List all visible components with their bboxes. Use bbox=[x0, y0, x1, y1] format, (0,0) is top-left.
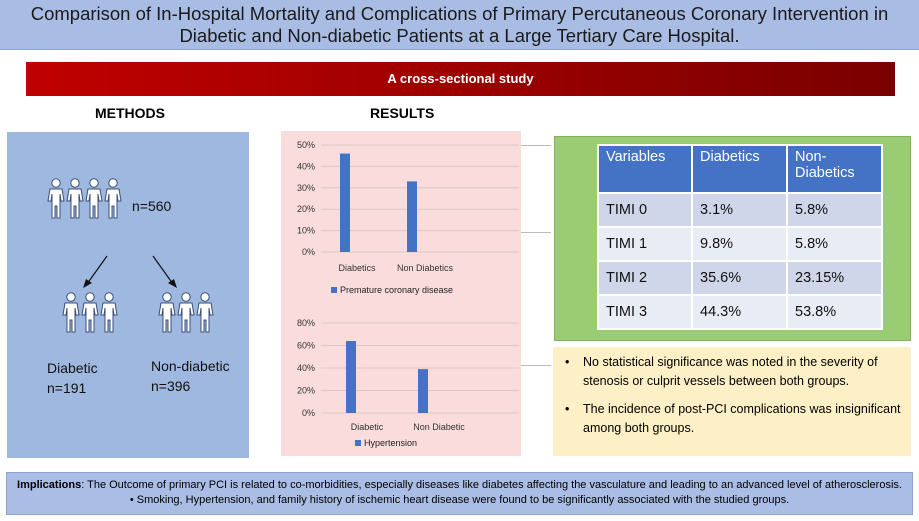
table-cell: TIMI 0 bbox=[597, 192, 693, 228]
arrow-right-icon bbox=[152, 255, 177, 288]
table-row: TIMI 3 44.3% 53.8% bbox=[597, 294, 883, 330]
x-tick-label: Diabetics bbox=[338, 263, 376, 273]
table-header: Variables bbox=[597, 144, 693, 194]
diabetic-count: n=191 bbox=[47, 380, 87, 396]
connector-line bbox=[521, 145, 551, 146]
implications-text: : The Outcome of primary PCI is related … bbox=[81, 479, 902, 506]
finding-item: The incidence of post-PCI complications … bbox=[565, 400, 903, 438]
page-title: Comparison of In-Hospital Mortality and … bbox=[0, 0, 919, 50]
non-diabetic-group: Non-diabetic n=396 bbox=[151, 356, 230, 396]
diabetic-label: Diabetic bbox=[47, 360, 98, 376]
y-tick-label: 0% bbox=[302, 247, 315, 257]
person-icon bbox=[104, 178, 122, 219]
person-icon bbox=[196, 292, 214, 333]
implications-label: Implications bbox=[17, 479, 82, 491]
table-cell: 44.3% bbox=[691, 294, 788, 330]
timi-table-panel: Variables Diabetics Non-Diabetics TIMI 0… bbox=[554, 136, 911, 341]
hypertension-chart: 0% 20% 40% 60% 80% Diabetic Non Diabetic bbox=[297, 318, 519, 432]
x-tick-label: Diabetic bbox=[351, 422, 384, 432]
methods-heading: METHODS bbox=[95, 105, 165, 121]
study-type-banner: A cross-sectional study bbox=[26, 62, 895, 96]
y-tick-label: 0% bbox=[302, 408, 315, 418]
y-tick-label: 50% bbox=[297, 140, 315, 150]
table-cell: 3.1% bbox=[691, 192, 788, 228]
y-tick-label: 20% bbox=[297, 204, 315, 214]
y-tick-label: 40% bbox=[297, 161, 315, 171]
chart1-legend: Premature coronary disease bbox=[331, 285, 453, 295]
premature-coronary-chart: 0% 10% 20% 30% 40% 50% Diabetics Non Diabetics bbox=[297, 140, 519, 273]
connector-line bbox=[521, 365, 551, 366]
implications-box: Implications: The Outcome of primary PCI… bbox=[6, 472, 913, 515]
results-heading: RESULTS bbox=[370, 105, 435, 121]
x-tick-label: Non Diabetics bbox=[397, 263, 454, 273]
results-panel: 0% 10% 20% 30% 40% 50% Diabetics Non Diabetics … bbox=[281, 131, 521, 456]
person-icon bbox=[81, 292, 99, 333]
y-tick-label: 10% bbox=[297, 226, 315, 236]
table-cell: TIMI 3 bbox=[597, 294, 693, 330]
person-icon bbox=[85, 178, 103, 219]
y-tick-label: 20% bbox=[297, 386, 315, 396]
legend-swatch bbox=[331, 287, 337, 293]
x-tick-label: Non Diabetic bbox=[413, 422, 465, 432]
bar bbox=[340, 153, 350, 252]
table-cell: 5.8% bbox=[786, 226, 883, 262]
total-count: n=560 bbox=[132, 198, 172, 214]
non-diabetic-count: n=396 bbox=[151, 378, 191, 394]
connector-line bbox=[521, 232, 551, 233]
diabetic-group-icon bbox=[62, 292, 118, 334]
bar bbox=[346, 341, 356, 413]
table-cell: 5.8% bbox=[786, 192, 883, 228]
person-icon bbox=[158, 292, 176, 333]
table-cell: 9.8% bbox=[691, 226, 788, 262]
table-cell: TIMI 1 bbox=[597, 226, 693, 262]
table-header: Non-Diabetics bbox=[786, 144, 883, 194]
y-tick-label: 30% bbox=[297, 183, 315, 193]
y-tick-label: 40% bbox=[297, 363, 315, 373]
finding-item: No statistical significance was noted in… bbox=[565, 353, 903, 391]
person-icon bbox=[100, 292, 118, 333]
y-tick-label: 80% bbox=[297, 318, 315, 328]
bar bbox=[407, 181, 417, 252]
population-icon bbox=[47, 178, 122, 220]
table-row: TIMI 2 35.6% 23.15% bbox=[597, 260, 883, 296]
table-row: TIMI 0 3.1% 5.8% bbox=[597, 192, 883, 228]
table-header: Diabetics bbox=[691, 144, 788, 194]
table-cell: 35.6% bbox=[691, 260, 788, 296]
chart2-legend: Hypertension bbox=[355, 438, 417, 448]
non-diabetic-group-icon bbox=[158, 292, 214, 334]
table-cell: TIMI 2 bbox=[597, 260, 693, 296]
legend-swatch bbox=[355, 440, 361, 446]
person-icon bbox=[47, 178, 65, 219]
bar bbox=[418, 369, 428, 413]
non-diabetic-label: Non-diabetic bbox=[151, 358, 230, 374]
table-row: TIMI 1 9.8% 5.8% bbox=[597, 226, 883, 262]
person-icon bbox=[66, 178, 84, 219]
findings-list: No statistical significance was noted in… bbox=[553, 347, 911, 438]
legend-label: Premature coronary disease bbox=[340, 285, 454, 295]
table-cell: 23.15% bbox=[786, 260, 883, 296]
findings-panel: No statistical significance was noted in… bbox=[553, 347, 911, 456]
legend-label: Hypertension bbox=[364, 438, 418, 448]
diabetic-group: Diabetic n=191 bbox=[47, 358, 98, 398]
person-icon bbox=[177, 292, 195, 333]
methods-panel: n=560 Diabetic n=191 Non-diabetic n=396 bbox=[7, 132, 249, 458]
arrow-left-icon bbox=[83, 255, 108, 288]
y-tick-label: 60% bbox=[297, 341, 315, 351]
timi-table: Variables Diabetics Non-Diabetics TIMI 0… bbox=[597, 144, 883, 330]
person-icon bbox=[62, 292, 80, 333]
table-cell: 53.8% bbox=[786, 294, 883, 330]
